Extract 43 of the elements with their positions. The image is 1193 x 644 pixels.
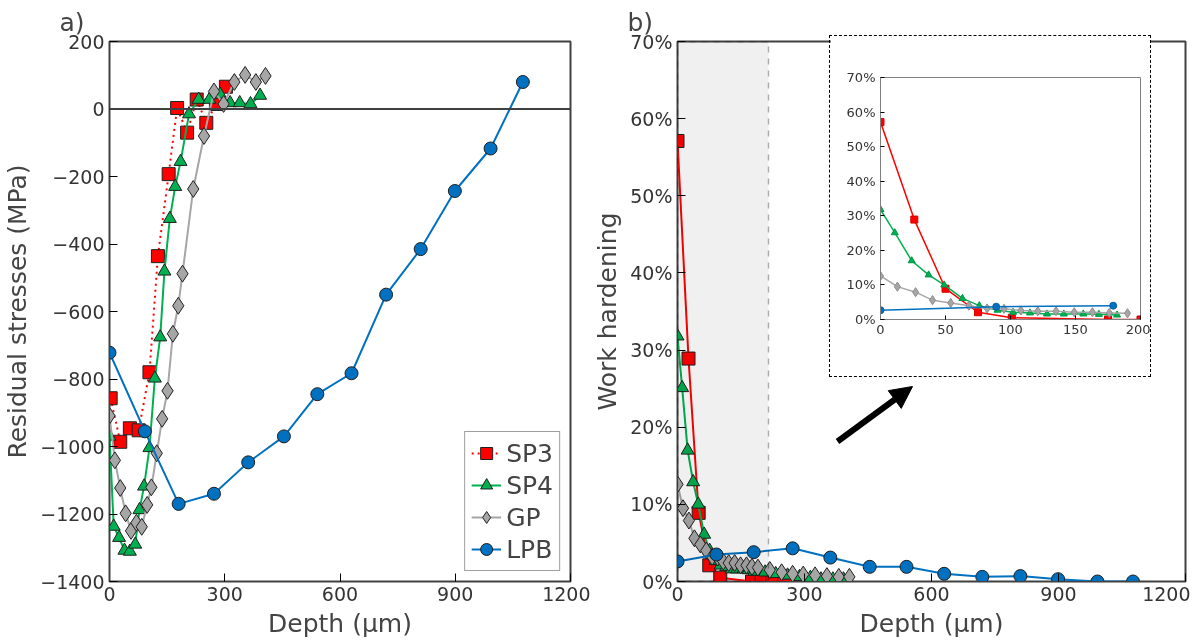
legend-label: LPB — [506, 534, 553, 564]
y-tick-label: 70% — [846, 70, 876, 85]
y-axis-title: Residual stresses (MPa) — [3, 164, 33, 459]
x-tick-label: 300 — [206, 582, 243, 605]
legend-label: SP4 — [506, 470, 553, 500]
x-tick-label: 300 — [786, 582, 823, 605]
y-tick-label: 0% — [854, 312, 876, 327]
y-tick-label: 30% — [630, 339, 673, 362]
y-tick-label: 50% — [846, 139, 876, 155]
y-axis-title: Work hardening — [593, 212, 623, 411]
x-tick-label: 150 — [1063, 321, 1088, 337]
y-tick-label: −200 — [52, 165, 105, 188]
x-tick-label: 1200 — [1142, 582, 1191, 605]
x-axis-title: Depth (µm) — [859, 608, 1004, 638]
x-tick-label: 1200 — [542, 582, 591, 605]
y-tick-label: 20% — [846, 242, 876, 258]
legend-label: GP — [506, 502, 541, 532]
legend-label: SP3 — [506, 438, 553, 468]
y-tick-label: 40% — [630, 261, 673, 284]
y-tick-label: 20% — [630, 416, 673, 439]
x-tick-label: 50 — [937, 321, 954, 337]
x-tick-label: 600 — [321, 582, 359, 605]
y-tick-label: −1400 — [40, 570, 105, 593]
y-tick-label: −1000 — [40, 435, 105, 458]
x-tick-label: 900 — [437, 582, 474, 605]
x-tick-label: 200 — [1125, 321, 1151, 337]
y-tick-label: 30% — [846, 208, 876, 224]
y-tick-label: 60% — [630, 107, 673, 130]
y-tick-label: 40% — [846, 173, 876, 189]
y-tick-label: 0% — [642, 570, 673, 593]
x-axis-title: Depth (µm) — [268, 608, 412, 638]
y-tick-label: 10% — [630, 493, 673, 516]
x-tick-label: 100 — [998, 321, 1023, 337]
y-tick-label: 0 — [92, 98, 105, 120]
x-tick-label: 600 — [913, 582, 950, 605]
y-tick-label: 50% — [630, 184, 673, 207]
y-tick-label: 10% — [846, 277, 876, 293]
y-tick-label: −1200 — [40, 503, 105, 525]
y-tick-label: −800 — [52, 368, 105, 390]
x-tick-label: 900 — [1040, 582, 1077, 605]
y-tick-label: −600 — [52, 300, 105, 323]
y-tick-label: −400 — [52, 233, 105, 255]
y-tick-label: 60% — [846, 104, 876, 120]
